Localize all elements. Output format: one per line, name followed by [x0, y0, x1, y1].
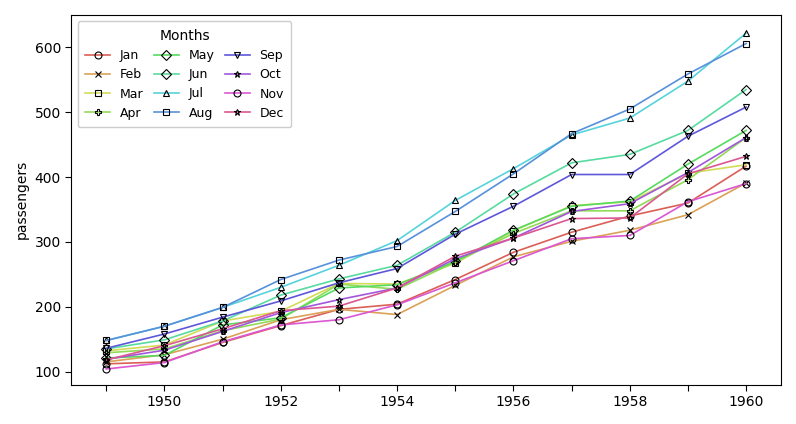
Y-axis label: passengers: passengers [15, 160, 29, 240]
Legend: Jan, Feb, Mar, Apr, May, Jun, Jul, Aug, Sep, Oct, Nov, Dec: Jan, Feb, Mar, Apr, May, Jun, Jul, Aug, … [77, 21, 291, 127]
